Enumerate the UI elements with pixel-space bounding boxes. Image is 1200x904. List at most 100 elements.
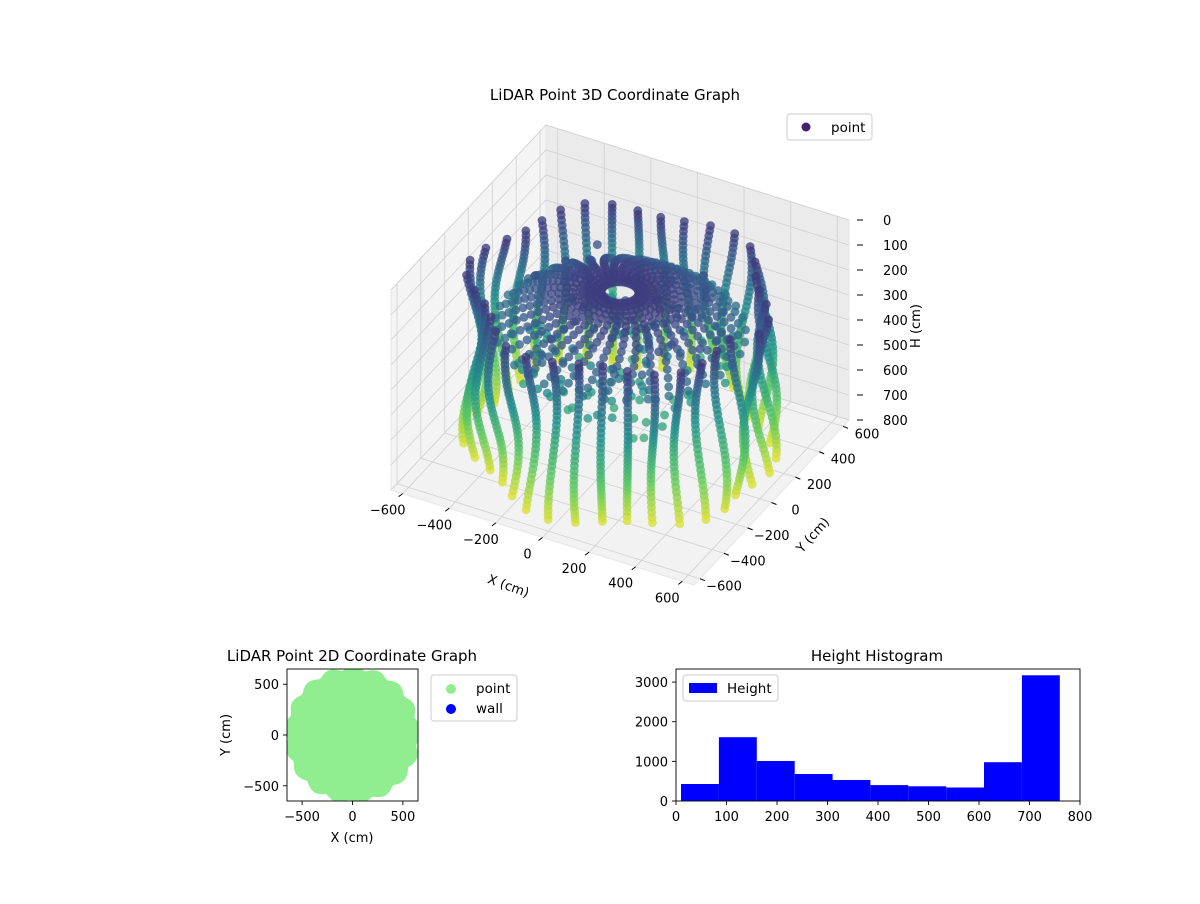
plot-3d-point	[719, 317, 729, 327]
plot-3d-point	[515, 340, 524, 349]
plot-3d-point	[667, 340, 676, 349]
plot-3d-point	[711, 302, 721, 312]
plot-3d-point	[584, 350, 593, 360]
plot-3d-point	[607, 413, 617, 423]
plot-3d-z-ticks: 0 100 200 300 400 500 600 700 800	[857, 214, 908, 429]
plot-3d-point	[631, 340, 641, 349]
plot-3d-point	[637, 381, 647, 391]
plot-2d-y-axis-label: Y (cm)	[219, 714, 234, 757]
plot-3d-point	[735, 349, 745, 359]
plot-3d-gridline-z	[390, 149, 850, 316]
plot-3d-point	[722, 479, 732, 488]
plot-3d-point	[567, 363, 577, 372]
plot-3d-point	[658, 422, 667, 431]
plot-3d-point	[662, 365, 672, 374]
plot-3d-z-tick-label: 700	[883, 389, 908, 404]
plot-3d-point	[545, 312, 555, 322]
plot-2d-y-tick-label: 0	[271, 729, 279, 744]
plot-3d-point	[712, 336, 722, 345]
plot-3d-title: LiDAR Point 3D Coordinate Graph	[490, 86, 740, 104]
plot-3d-point	[583, 383, 593, 393]
plot-3d-point	[656, 212, 666, 222]
plot-3d-gridline-z	[390, 174, 850, 341]
plot-3d-legend-label: point	[831, 120, 865, 136]
plot-3d-x-tick-label: −600	[370, 504, 406, 519]
plot-3d-point	[695, 344, 705, 354]
plot-3d-point	[656, 335, 665, 344]
plot-3d-point	[462, 270, 471, 280]
plot-3d-point	[704, 315, 713, 325]
plot-3d-z-tick-label: 600	[883, 364, 908, 379]
plot-3d-x-tick	[631, 566, 637, 571]
plot-2d-legend-label-wall: wall	[476, 701, 503, 717]
plot-3d-point	[765, 468, 774, 478]
plot-3d-point	[697, 310, 707, 320]
plot-3d-point	[534, 307, 543, 317]
plot-3d-point	[543, 283, 553, 292]
plot-2d-legend: point wall	[430, 674, 518, 722]
plot-3d-z-axis-label: H (cm)	[909, 304, 924, 348]
plot-3d-y-tick-label: 400	[831, 453, 856, 468]
plot-3d-point	[633, 206, 643, 216]
plot-3d-point	[500, 360, 510, 369]
plot-3d-point	[712, 346, 722, 356]
plot-3d-point	[540, 290, 550, 300]
plot-3d-point	[646, 360, 655, 369]
histogram-bar	[946, 787, 985, 801]
plot-3d-point	[532, 344, 541, 354]
plot-3d-point	[691, 298, 701, 308]
plot-3d-point	[610, 369, 619, 379]
plot-3d-point	[525, 301, 535, 311]
plot-3d-points	[458, 199, 782, 529]
plot-2d-y-ticks: −500 0 500	[243, 678, 287, 795]
plot-3d-point	[605, 339, 615, 349]
plot-3d-point	[519, 312, 529, 322]
plot-3d-x-tick	[678, 580, 683, 585]
plot-3d-point	[541, 305, 551, 314]
plot-3d-point	[521, 230, 531, 240]
histogram-x-ticks: 0 100 200 300 400 500 600 700 800	[672, 801, 1092, 825]
plot-3d-x-tick-label: 200	[562, 562, 587, 577]
histogram-legend-swatch	[689, 683, 717, 693]
plot-3d-point	[565, 311, 574, 321]
plot-3d-point	[470, 392, 480, 402]
plot-3d-point	[677, 314, 686, 324]
plot-3d-point	[510, 360, 519, 370]
histogram-bar	[718, 737, 757, 801]
plot-3d-z-tick-label: 500	[883, 339, 908, 354]
plot-2d-x-ticks: −500 0 500	[284, 801, 415, 825]
plot-2d-legend-marker-point	[446, 684, 456, 694]
plot-3d-point	[705, 307, 715, 316]
histogram-x-tick-label: 700	[1017, 810, 1042, 825]
plot-3d-point	[574, 325, 584, 335]
plot-3d-point	[551, 319, 561, 328]
plot-3d-point	[542, 388, 552, 398]
plot-3d-legend-marker	[801, 122, 811, 132]
plot-3d-point	[690, 305, 700, 315]
plot-3d-point	[712, 312, 722, 321]
plot-3d-point	[483, 374, 493, 384]
plot-2d-points	[287, 669, 418, 801]
histogram-y-tick-label: 1000	[635, 755, 668, 770]
plot-3d-point	[644, 338, 654, 347]
plot-3d-point	[771, 453, 781, 463]
plot-3d-point	[745, 242, 755, 252]
plot-3d-point	[561, 256, 570, 265]
histogram-x-tick-label: 400	[866, 810, 891, 825]
plot-3d-point	[515, 325, 525, 335]
plot-3d-point	[547, 289, 557, 299]
plot-3d-point	[694, 318, 703, 328]
plot-3d-point	[698, 302, 708, 312]
plot-3d-point	[678, 360, 688, 369]
plot-3d-point	[678, 245, 688, 255]
histogram-bar	[1021, 675, 1060, 801]
plot-3d-point	[532, 299, 542, 309]
plot-3d-point	[607, 200, 617, 209]
plot-3d-point	[615, 354, 624, 364]
histogram-bar	[984, 762, 1022, 801]
plot-3d-x-tick-label: −400	[416, 518, 452, 533]
plot-3d-point	[550, 346, 560, 356]
plot-3d-point	[733, 330, 743, 340]
